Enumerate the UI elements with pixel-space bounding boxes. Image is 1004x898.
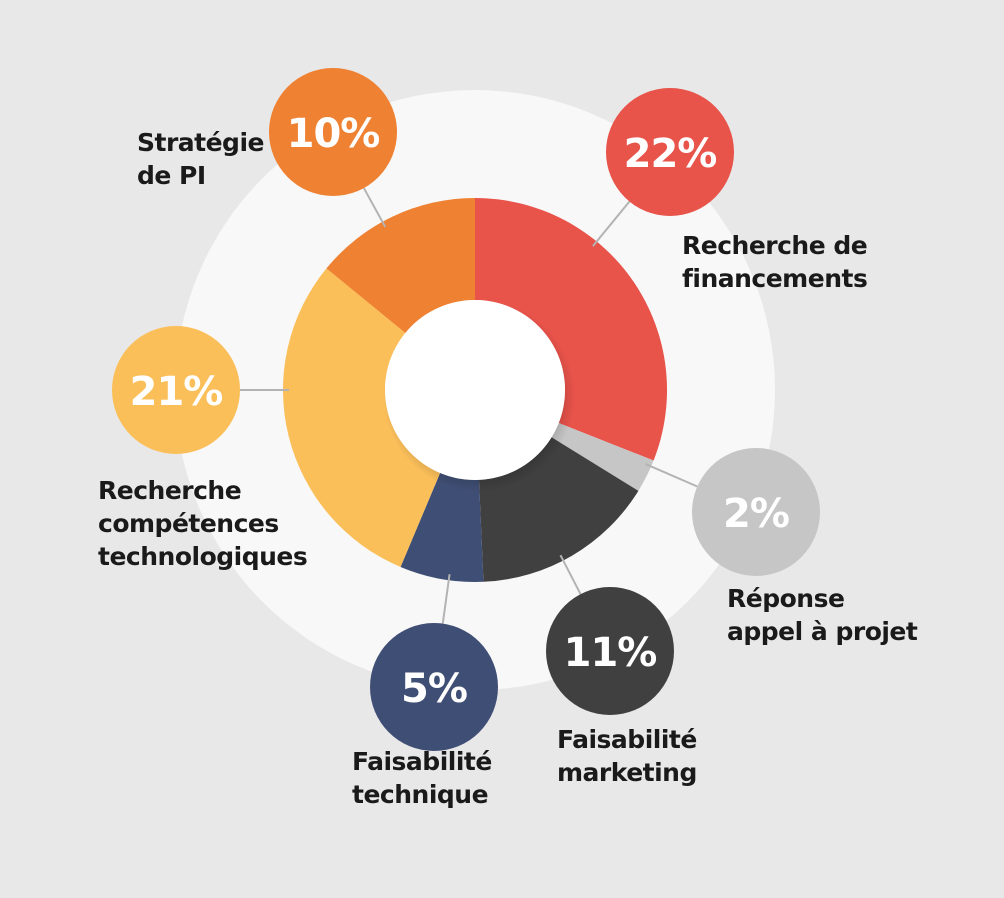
value-label-financements: 22% <box>624 131 717 177</box>
caption-line: marketing <box>557 758 697 787</box>
bubble-competences <box>112 326 240 454</box>
caption-line: appel à projet <box>727 617 918 646</box>
caption-line: technique <box>352 780 489 809</box>
caption-line: Recherche <box>98 476 242 505</box>
slice-financements <box>475 198 668 461</box>
caption-line: de PI <box>137 161 206 190</box>
caption-line: Réponse <box>727 584 845 613</box>
value-label-technique: 5% <box>401 666 467 712</box>
value-label-marketing: 11% <box>564 630 657 676</box>
caption-strategie-pi: Stratégie de PI <box>137 126 264 192</box>
slice-pi <box>326 198 475 334</box>
caption-line: Stratégie <box>137 128 264 157</box>
donut-center <box>385 300 565 480</box>
caption-recherche-competences: Recherche compétences technologiques <box>98 474 308 573</box>
value-label-competences: 21% <box>130 369 223 415</box>
caption-line: financements <box>682 264 868 293</box>
slice-appel <box>551 423 654 491</box>
connector-financements <box>592 200 631 247</box>
bubble-financements <box>606 88 734 216</box>
value-label-pi: 10% <box>287 111 380 157</box>
caption-recherche-financements: Recherche de financements <box>682 229 868 295</box>
slice-technique <box>400 472 484 582</box>
bubble-technique <box>370 623 498 751</box>
caption-line: technologiques <box>98 542 308 571</box>
connector-appel <box>645 463 698 488</box>
connector-pi <box>362 187 387 228</box>
connector-technique <box>441 574 451 624</box>
caption-line: Faisabilité <box>352 747 492 776</box>
caption-reponse-appel-projet: Réponse appel à projet <box>727 582 918 648</box>
caption-line: compétences <box>98 509 279 538</box>
bubble-pi <box>269 68 397 196</box>
bubble-appel <box>692 448 820 576</box>
bubble-marketing <box>546 587 674 715</box>
caption-line: Faisabilité <box>557 725 697 754</box>
value-label-appel: 2% <box>723 491 789 537</box>
connector-marketing <box>559 554 582 595</box>
caption-line: Recherche de <box>682 231 868 260</box>
caption-faisabilite-technique: Faisabilité technique <box>352 745 492 811</box>
slice-competences <box>283 268 441 567</box>
caption-faisabilite-marketing: Faisabilité marketing <box>557 723 697 789</box>
